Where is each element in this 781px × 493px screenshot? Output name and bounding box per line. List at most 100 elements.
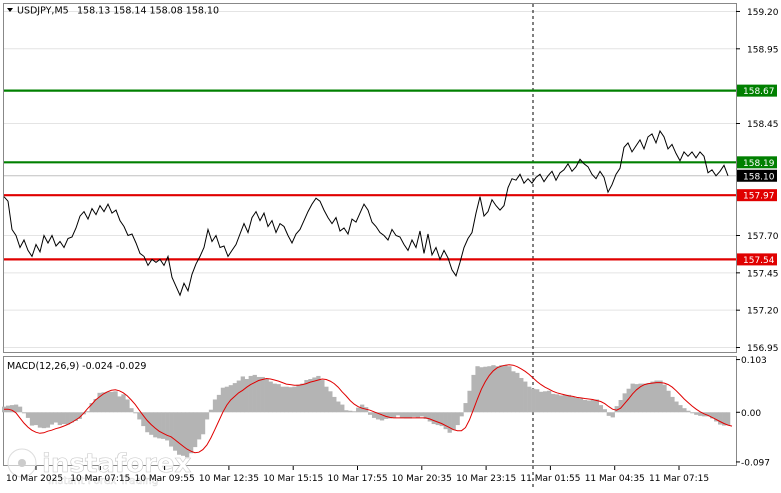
macd-histogram-bar xyxy=(543,391,548,413)
macd-histogram-bar xyxy=(491,365,496,413)
macd-histogram-bar xyxy=(41,412,47,429)
macd-histogram-bar xyxy=(165,412,170,441)
macd-histogram-bar xyxy=(507,366,512,413)
price-levels xyxy=(4,89,736,261)
macd-histogram-bar xyxy=(674,401,679,413)
macd-histogram-bar xyxy=(260,376,265,413)
macd-series xyxy=(2,364,733,458)
macd-histogram-bar xyxy=(610,412,615,418)
macd-histogram-bar xyxy=(336,401,341,413)
macd-histogram-bar xyxy=(157,412,162,439)
macd-histogram-bar xyxy=(312,377,317,413)
macd-histogram-bar xyxy=(192,412,198,448)
macd-histogram-bar xyxy=(256,376,261,413)
price-tick-label: 159.20 xyxy=(747,8,779,18)
macd-histogram-bar xyxy=(276,384,281,413)
macd-histogram-bar xyxy=(212,399,218,413)
macd-histogram-bar xyxy=(248,375,253,413)
macd-histogram-bar xyxy=(670,396,675,413)
macd-histogram-bar xyxy=(690,412,695,414)
macd-histogram-bar xyxy=(77,412,82,419)
macd-histogram-bar xyxy=(29,412,35,426)
macd-histogram-bar xyxy=(706,412,711,417)
macd-histogram-bar xyxy=(137,412,142,420)
support-level-tag xyxy=(737,189,777,202)
macd-histogram-bar xyxy=(204,412,210,420)
macd-histogram-bar xyxy=(455,412,460,426)
macd-histogram-bar xyxy=(25,412,31,418)
macd-histogram-bar xyxy=(304,380,309,413)
macd-histogram-bar xyxy=(240,376,245,413)
macd-histogram-bar xyxy=(208,409,214,413)
macd-histogram-bar xyxy=(658,380,663,413)
macd-histogram-bar xyxy=(714,412,719,422)
macd-histogram-bar xyxy=(292,386,297,413)
time-tick-label: 10 Mar 2025 xyxy=(6,474,63,484)
macd-histogram-bar xyxy=(590,400,596,413)
macd-histogram-bar xyxy=(686,410,691,413)
macd-histogram-bar xyxy=(459,412,464,417)
macd-histogram-bar xyxy=(558,395,564,413)
macd-histogram-bar xyxy=(232,383,238,413)
macd-histogram-bar xyxy=(133,412,138,414)
macd-histogram-bar xyxy=(316,375,321,413)
macd-histogram-bar xyxy=(638,383,643,413)
macd-histogram-bar xyxy=(535,389,540,413)
triangle-down-icon[interactable] xyxy=(7,8,13,12)
macd-histogram-bar xyxy=(228,385,234,413)
macd-histogram-bar xyxy=(519,377,524,413)
price-grid xyxy=(4,10,736,349)
macd-histogram-bar xyxy=(694,412,699,415)
macd-histogram-bar xyxy=(475,366,480,413)
macd-histogram-bar xyxy=(280,386,285,413)
macd-histogram-bar xyxy=(451,412,456,431)
macd-tick-label: 0.00 xyxy=(741,409,761,419)
instaforex-logo: instaforex Instant Forex Trading xyxy=(7,448,192,487)
resistance-level-tag xyxy=(737,84,777,97)
macd-histogram-bar xyxy=(698,412,703,416)
macd-histogram-bar xyxy=(252,374,257,413)
macd-histogram-bar xyxy=(427,412,432,422)
time-axis: 10 Mar 2025 10 Mar 07:15 10 Mar 09:55 10 Ma… xyxy=(6,466,709,484)
macd-histogram-bar xyxy=(578,398,584,413)
macd-histogram-bar xyxy=(399,412,405,418)
macd-histogram-bar xyxy=(379,412,385,421)
macd-histogram-bar xyxy=(216,394,222,413)
macd-histogram-bar xyxy=(125,399,130,413)
macd-histogram-bar xyxy=(65,412,70,425)
svg-text:Instant Forex Trading: Instant Forex Trading xyxy=(48,475,158,487)
macd-histogram-bar xyxy=(439,412,444,427)
macd-histogram-bar xyxy=(467,390,472,413)
macd-histogram-bar xyxy=(49,412,55,425)
macd-histogram-bar xyxy=(69,412,74,423)
price-tick-label: 156.95 xyxy=(747,344,779,354)
macd-histogram-bar xyxy=(499,365,504,413)
price-line xyxy=(3,129,729,297)
macd-histogram-bar xyxy=(340,404,345,413)
macd-histogram-bar xyxy=(121,394,126,413)
macd-histogram-bar xyxy=(550,393,556,413)
macd-histogram-bar xyxy=(173,412,178,451)
macd-tick-label: 0.103 xyxy=(741,356,767,366)
macd-histogram-bar xyxy=(33,412,39,426)
macd-histogram-bar xyxy=(718,412,723,425)
macd-histogram-bar xyxy=(356,407,361,413)
current-price-tag xyxy=(737,169,777,182)
support-level-label: 157.54 xyxy=(743,256,775,266)
macd-histogram-bar xyxy=(57,412,62,426)
macd-histogram-bar xyxy=(594,399,600,413)
macd-histogram-bar xyxy=(244,379,249,413)
macd-histogram-bar xyxy=(646,383,651,413)
time-tick-label: 11 Mar 01:55 xyxy=(520,474,580,484)
macd-histogram-bar xyxy=(97,392,102,413)
macd-histogram-bar xyxy=(547,390,552,413)
macd-histogram-bar xyxy=(109,391,114,413)
price-series xyxy=(3,129,729,297)
chart-header: USDJPY,M5 158.13 158.14 158.08 158.10 xyxy=(7,6,219,17)
price-tick-label: 157.20 xyxy=(747,307,779,317)
macd-histogram-bar xyxy=(431,412,436,425)
macd-histogram-bar xyxy=(181,412,186,456)
macd-histogram-bar xyxy=(196,412,202,440)
resistance-level-tag xyxy=(737,156,777,169)
